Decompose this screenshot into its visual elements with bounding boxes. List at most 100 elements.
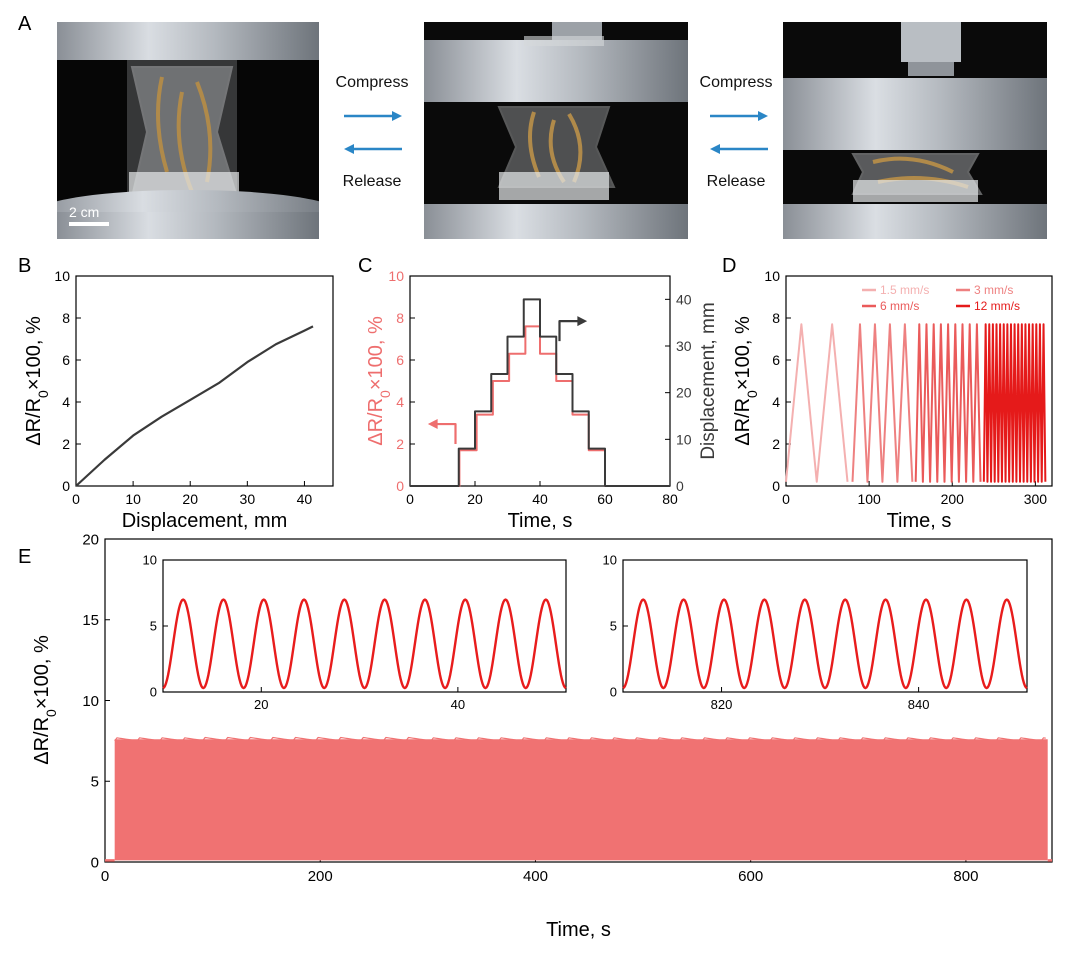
x-tick-label-E-inset-1: 20 — [254, 697, 268, 712]
legend-label: 3 mm/s — [974, 283, 1013, 297]
series-line-resistance — [410, 325, 670, 487]
x-tick-label-B: 30 — [240, 491, 256, 507]
y-tick-label-E: 10 — [82, 693, 99, 710]
y-right-axis-label-c: Displacement, mm — [698, 302, 719, 459]
x-tick-label-C: 40 — [532, 491, 548, 507]
x-tick-label-D: 100 — [857, 491, 881, 507]
x-tick-label-E-inset-1: 40 — [451, 697, 465, 712]
x-axis-label-d: Time, s — [887, 510, 952, 532]
x-tick-label-E: 600 — [738, 868, 763, 885]
y-tick-label-D: 10 — [764, 268, 780, 284]
series-line-6-mm-s — [914, 323, 982, 483]
y-right-tick-label-c: 20 — [676, 385, 692, 401]
legend-d: 1.5 mm/s 3 mm/s 6 mm/s 12 mm/s — [862, 283, 1020, 313]
x-tick-label-C: 20 — [467, 491, 483, 507]
left-arrow-line — [432, 422, 457, 444]
x-tick-label-E: 400 — [523, 868, 548, 885]
y-axis-label-c: ΔR/R0×100, % — [365, 316, 393, 446]
y-tick-label-B: 4 — [62, 394, 70, 410]
right-axis-arrow-icon — [558, 316, 588, 342]
y-tick-label-D: 0 — [772, 478, 780, 494]
inset-bg-E-inset-2 — [623, 560, 1027, 692]
legend-label: 12 mm/s — [974, 299, 1020, 313]
area-fill — [114, 739, 1048, 861]
y-right-tick-label-c: 40 — [676, 291, 692, 307]
x-tick-label-D: 200 — [941, 491, 965, 507]
inset-bg-E-inset-1 — [163, 560, 566, 692]
y-axis-label-d: ΔR/R0×100, % — [732, 316, 760, 446]
x-tick-label-D: 300 — [1024, 491, 1048, 507]
x-tick-label-D: 0 — [782, 491, 790, 507]
x-tick-label-E-inset-2: 820 — [711, 697, 733, 712]
y-tick-label-B: 0 — [62, 478, 70, 494]
y-tick-label-E: 15 — [82, 612, 99, 629]
x-tick-label-C: 80 — [662, 491, 678, 507]
y-tick-label-B: 6 — [62, 352, 70, 368]
y-tick-label-E: 20 — [82, 531, 99, 548]
left-arrow-head — [427, 419, 438, 430]
x-tick-label-B: 0 — [72, 491, 80, 507]
x-axis-label-b: Displacement, mm — [122, 510, 288, 532]
y-tick-label-C: 2 — [396, 436, 404, 452]
x-tick-label-E: 0 — [101, 868, 109, 885]
y-tick-label-B: 8 — [62, 310, 70, 326]
inset-series-E-inset-2 — [622, 598, 1028, 690]
panel-label-c: C — [358, 255, 372, 277]
compress-label-2: Compress — [700, 74, 773, 91]
panel-label-e: E — [18, 546, 31, 568]
y-tick-label-C: 4 — [396, 394, 404, 410]
panel-label-b: B — [18, 255, 31, 277]
y-tick-label-E-inset-2: 10 — [603, 553, 617, 568]
y-right-tick-label-c: 10 — [676, 431, 692, 447]
y-tick-label-C: 10 — [388, 268, 404, 284]
release-arrow-icon-1 — [344, 144, 402, 154]
x-tick-label-B: 20 — [182, 491, 198, 507]
y-tick-label-D: 6 — [772, 352, 780, 368]
series-line-displacement — [410, 298, 670, 487]
right-arrow-line — [558, 320, 583, 342]
compress-arrow-icon-1 — [344, 111, 402, 121]
x-axis-label-e: Time, s — [546, 919, 611, 941]
x-axis-label-c: Time, s — [508, 510, 573, 532]
photo-uncompressed: 2 cm — [57, 22, 319, 239]
y-tick-label-E: 0 — [91, 854, 99, 871]
x-tick-label-E: 800 — [953, 868, 978, 885]
y-tick-label-D: 4 — [772, 394, 780, 410]
y-axis-label-b: ΔR/R0×100, % — [23, 316, 51, 446]
inset-series-E-inset-1 — [162, 598, 567, 690]
right-arrow-head — [577, 316, 588, 327]
y-tick-label-E-inset-1: 0 — [150, 685, 157, 700]
release-label-2: Release — [707, 173, 766, 190]
y-tick-label-B: 2 — [62, 436, 70, 452]
y-tick-label-C: 8 — [396, 310, 404, 326]
compress-arrow-icon-2 — [710, 111, 768, 121]
y-tick-label-B: 10 — [54, 268, 70, 284]
y-tick-label-E-inset-2: 0 — [610, 685, 617, 700]
series-line-1-5-mm-s — [785, 323, 849, 483]
series-line-3-mm-s — [851, 323, 914, 483]
x-tick-label-E: 200 — [308, 868, 333, 885]
photo-fully-compressed — [783, 22, 1047, 239]
x-tick-label-C: 0 — [406, 491, 414, 507]
y-tick-label-C: 0 — [396, 478, 404, 494]
x-tick-label-E-inset-2: 840 — [908, 697, 930, 712]
plot-frame-D — [785, 275, 1053, 487]
area-top-edge — [114, 736, 1046, 742]
y-tick-label-C: 6 — [396, 352, 404, 368]
y-axis-label-e: ΔR/R0×100, % — [31, 635, 59, 765]
y-tick-label-D: 2 — [772, 436, 780, 452]
y-tick-label-E-inset-1: 5 — [150, 619, 157, 634]
x-tick-label-C: 60 — [597, 491, 613, 507]
legend-label: 1.5 mm/s — [880, 283, 929, 297]
x-tick-label-B: 10 — [125, 491, 141, 507]
y-tick-label-E-inset-2: 5 — [610, 619, 617, 634]
y-tick-label-D: 8 — [772, 310, 780, 326]
scale-bar-label: 2 cm — [69, 204, 99, 220]
release-label-1: Release — [343, 173, 402, 190]
series-line-response — [75, 325, 314, 487]
panel-label-d: D — [722, 255, 736, 277]
legend-label: 6 mm/s — [880, 299, 919, 313]
y-tick-label-E: 5 — [91, 774, 99, 791]
y-right-tick-label-c: 30 — [676, 338, 692, 354]
